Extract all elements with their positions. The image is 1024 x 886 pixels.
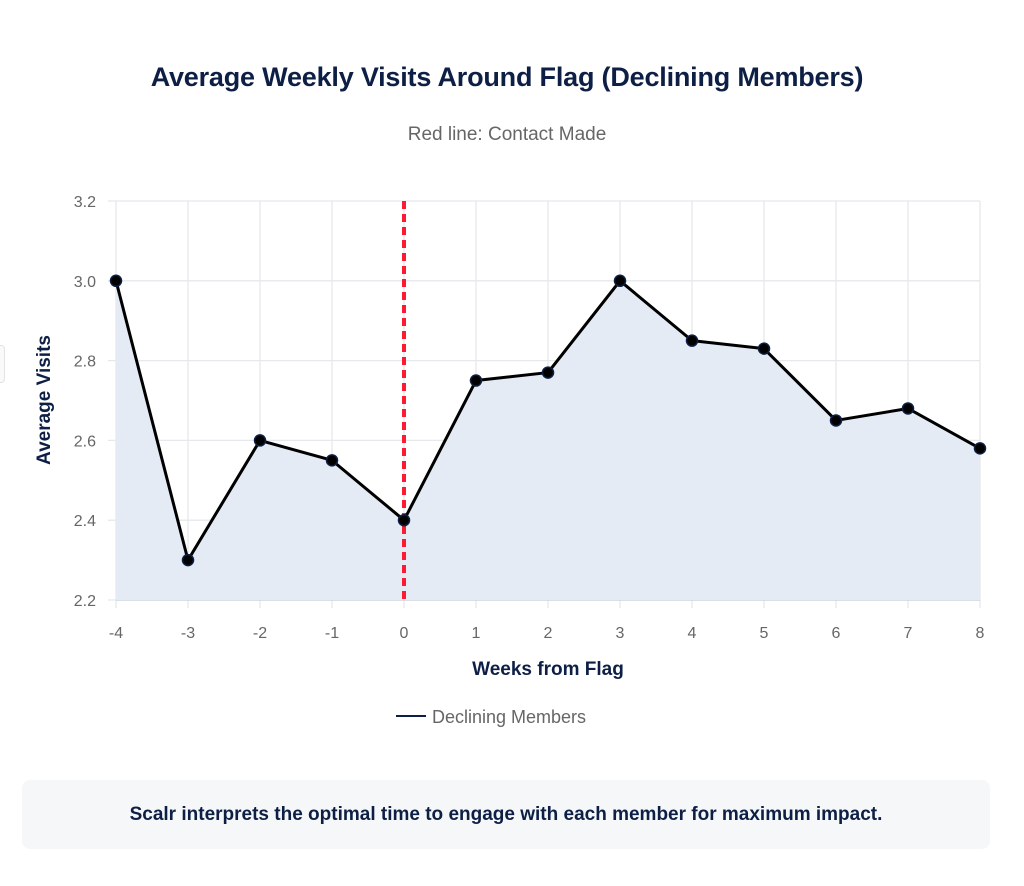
- x-tick-label: -4: [109, 625, 123, 642]
- x-tick-label: -1: [325, 625, 339, 642]
- series-points: [109, 274, 987, 567]
- insight-callout: Scalr interprets the optimal time to eng…: [22, 780, 990, 849]
- x-tick-label: 6: [832, 625, 841, 642]
- data-point[interactable]: [541, 366, 555, 379]
- data-point[interactable]: [901, 402, 915, 415]
- series-area-fill: [116, 280, 980, 600]
- chart-title: Average Weekly Visits Around Flag (Decli…: [150, 62, 864, 92]
- data-point[interactable]: [613, 274, 627, 288]
- y-tick-label: 2.4: [74, 513, 96, 530]
- x-axis-title: Weeks from Flag: [472, 659, 624, 680]
- data-point[interactable]: [181, 553, 195, 567]
- x-axis-ticks: -4 -3 -2 -1 0 1 2 3 4 5 6 7 8: [109, 625, 985, 642]
- data-point[interactable]: [325, 454, 339, 467]
- data-point[interactable]: [109, 274, 123, 288]
- data-point[interactable]: [829, 414, 843, 427]
- x-tick-label: 7: [904, 625, 913, 642]
- data-point[interactable]: [397, 513, 411, 527]
- x-tick-label: -2: [253, 625, 267, 642]
- data-point[interactable]: [685, 334, 699, 347]
- legend-label: Declining Members: [432, 707, 586, 727]
- x-tick-label: 2: [544, 625, 553, 642]
- y-tick-label: 2.2: [74, 593, 96, 610]
- x-tick-label: 1: [472, 625, 481, 642]
- offscreen-tooltip-edge: [0, 345, 5, 383]
- y-axis-title: Average Visits: [34, 335, 55, 465]
- x-tick-label: 3: [616, 625, 625, 642]
- legend-item[interactable]: Declining Members: [396, 707, 586, 727]
- data-point[interactable]: [253, 434, 267, 447]
- x-tick-label: -3: [181, 625, 195, 642]
- data-point[interactable]: [973, 442, 987, 455]
- x-tick-label: 4: [688, 625, 697, 642]
- y-axis-ticks: 2.2 2.4 2.6 2.8 3.0 3.2: [74, 194, 96, 610]
- y-tick-label: 2.6: [74, 433, 96, 450]
- y-tick-label: 3.2: [74, 194, 96, 211]
- x-tick-label: 8: [976, 625, 985, 642]
- y-tick-label: 2.8: [74, 354, 96, 371]
- callout-text: Scalr interprets the optimal time to eng…: [129, 803, 883, 825]
- line-chart: -4 -3 -2 -1 0 1 2 3 4 5 6 7 8 2.2 2.4 2.6 2.8 3.0 3.2 Wee…: [34, 194, 987, 727]
- y-tick-label: 3.0: [74, 274, 96, 291]
- x-tick-label: 0: [400, 625, 409, 642]
- data-point[interactable]: [469, 374, 483, 387]
- x-tick-label: 5: [760, 625, 769, 642]
- chart-subtitle: Red line: Contact Made: [407, 124, 607, 145]
- data-point[interactable]: [757, 342, 771, 355]
